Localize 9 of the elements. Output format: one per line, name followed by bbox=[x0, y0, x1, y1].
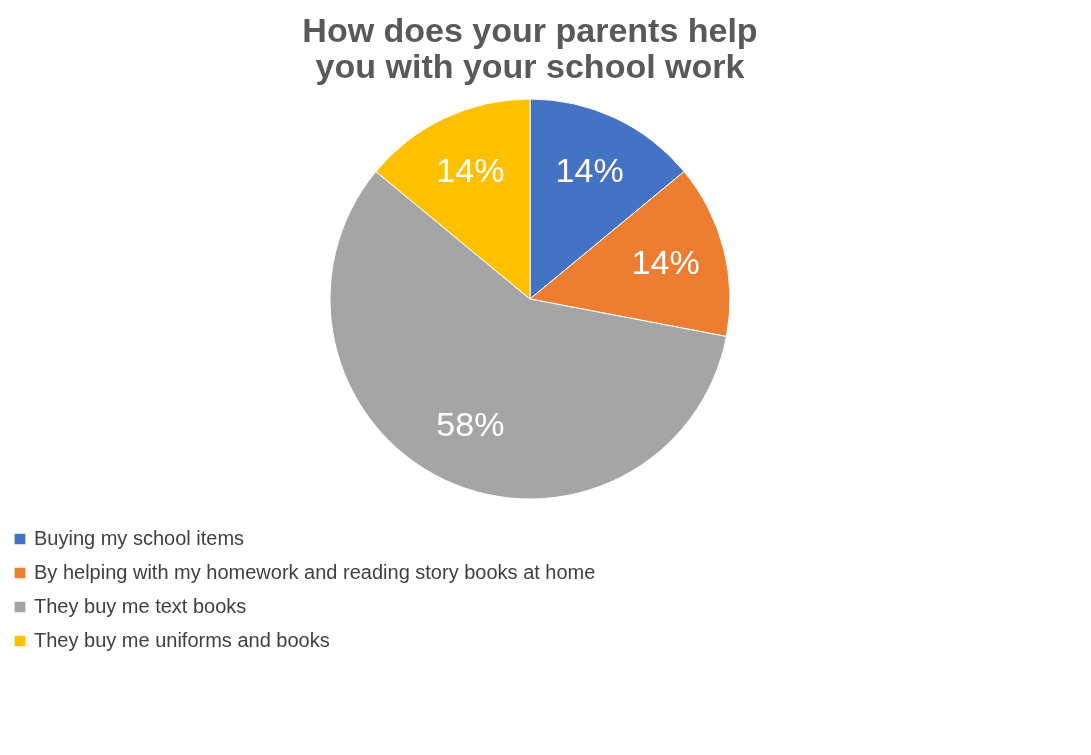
data-label: 14% bbox=[555, 151, 624, 190]
legend-label: They buy me uniforms and books bbox=[34, 629, 330, 651]
data-label: 14% bbox=[631, 243, 700, 282]
legend-label: By helping with my homework and reading story books at home bbox=[34, 561, 596, 583]
data-label: 14% bbox=[436, 151, 505, 190]
legend-label: Buying my school items bbox=[34, 527, 245, 549]
data-label: 58% bbox=[436, 404, 505, 443]
legend-label: They buy me text books bbox=[34, 595, 247, 617]
chart-title: How does your parents help you with your school work bbox=[302, 11, 758, 85]
